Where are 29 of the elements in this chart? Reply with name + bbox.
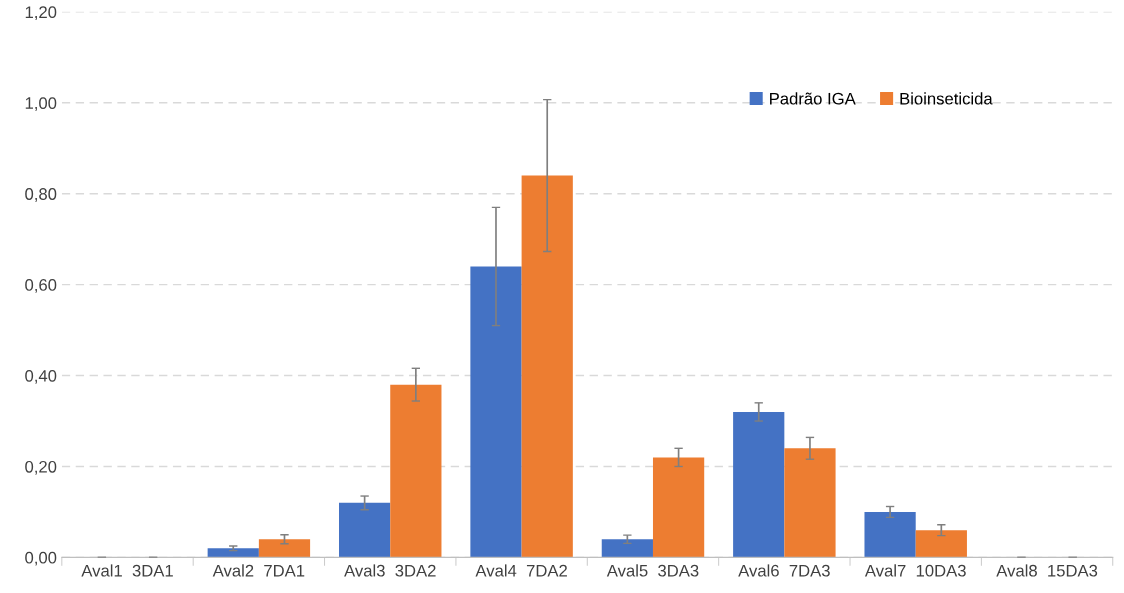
x-tick-label: Aval3 3DA2 (344, 564, 436, 577)
y-tick-label: 0,80 (25, 188, 57, 202)
x-tick-label: Aval2 7DA1 (212, 564, 305, 577)
bar (652, 457, 705, 558)
bar (864, 511, 916, 558)
bar (733, 411, 785, 558)
bar (207, 548, 259, 558)
x-tick-label: Aval8 15DA3 (996, 564, 1098, 577)
bar (470, 266, 522, 558)
bar (339, 502, 391, 558)
bar (258, 539, 311, 558)
y-tick-label: 0,60 (25, 279, 57, 293)
bar (784, 448, 836, 558)
y-tick-label: 0,40 (25, 369, 57, 384)
y-tick-label: 0,20 (25, 460, 57, 475)
bar (601, 539, 653, 558)
legend-label: Bioinseticida (900, 92, 993, 105)
bar (390, 384, 442, 558)
x-tick-label: Aval1 3DA1 (81, 564, 173, 577)
bar (915, 530, 967, 558)
y-tick-label: 1,20 (25, 6, 57, 21)
x-tick-label: Aval5 3DA3 (606, 564, 699, 577)
bar (521, 175, 573, 558)
x-tick-label: Aval6 7DA3 (738, 564, 830, 577)
x-tick-label: Aval7 10DA3 (864, 564, 966, 577)
y-tick-label: 0,00 (25, 551, 57, 566)
legend-label: Padrão IGA (770, 92, 856, 105)
x-tick-label: Aval4 7DA2 (475, 564, 567, 577)
y-tick-label: 1,00 (25, 97, 57, 111)
